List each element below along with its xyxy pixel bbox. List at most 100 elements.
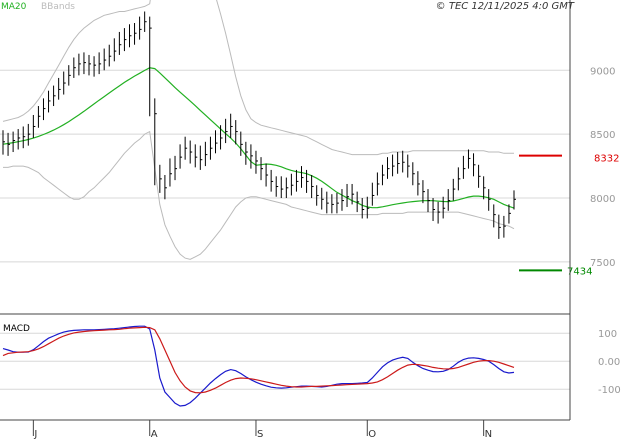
price-bar xyxy=(427,189,430,213)
price-bar xyxy=(230,113,233,138)
price-bar xyxy=(149,16,152,117)
price-bar xyxy=(341,189,344,211)
panel-frames xyxy=(0,0,571,421)
price-tick-label: 9000 xyxy=(590,66,615,77)
price-bar xyxy=(134,22,137,45)
price-bar xyxy=(154,98,157,186)
price-bar xyxy=(63,71,66,95)
resistance-label: 8332 xyxy=(594,154,619,165)
price-bar xyxy=(407,154,410,178)
price-bar xyxy=(432,198,436,222)
price-tick-label: 8000 xyxy=(590,194,615,205)
price-bar xyxy=(285,177,289,199)
price-bar xyxy=(164,175,167,200)
price-bar xyxy=(366,196,370,219)
price-bar xyxy=(371,182,375,206)
price-bar xyxy=(417,171,420,196)
price-bar xyxy=(103,48,107,71)
price-bar xyxy=(336,192,339,214)
macd-lines xyxy=(2,325,515,407)
price-bar xyxy=(306,169,309,193)
price-bar xyxy=(422,180,425,204)
price-bar xyxy=(503,215,506,238)
price-bar xyxy=(159,164,162,193)
price-bar xyxy=(194,144,198,168)
bollinger-bands xyxy=(2,0,515,260)
price-bar xyxy=(321,187,324,210)
legend: MA20 BBands xyxy=(1,2,75,12)
price-bar xyxy=(392,154,395,177)
price-bar xyxy=(513,190,516,210)
signal-line xyxy=(2,326,515,394)
price-bar xyxy=(78,53,81,76)
price-bar xyxy=(250,144,253,169)
macd-tick-label: 0.00 xyxy=(598,357,620,368)
price-tick-label: 7500 xyxy=(590,258,615,269)
price-bar xyxy=(235,120,238,145)
price-bar xyxy=(240,131,243,156)
price-bar xyxy=(42,98,46,121)
y-axis: 9000 8500 8000 7500 100 0.00 -100 xyxy=(590,66,621,396)
price-bar xyxy=(189,140,193,164)
price-bar xyxy=(462,155,466,179)
price-bar xyxy=(316,185,319,206)
price-bar xyxy=(214,130,218,154)
price-bar xyxy=(478,164,481,188)
x-tick-label: N xyxy=(485,429,492,440)
price-bar xyxy=(361,198,365,219)
price-bar xyxy=(68,65,71,86)
x-tick-label: S xyxy=(257,429,263,440)
price-bar xyxy=(128,24,132,48)
price-bar xyxy=(58,77,61,100)
price-bar xyxy=(53,85,56,107)
x-tick-label: O xyxy=(368,429,376,440)
price-bar xyxy=(184,136,188,160)
price-bar xyxy=(48,90,51,113)
price-bar xyxy=(331,194,334,214)
price-bar xyxy=(220,125,223,150)
bband-upper-line xyxy=(2,0,514,156)
copyright-text: © TEC 12/11/2025 4:0 GMT xyxy=(436,1,575,12)
price-bar xyxy=(508,204,511,224)
price-bar xyxy=(488,189,491,211)
price-bar xyxy=(204,141,208,167)
price-bar xyxy=(473,153,476,177)
price-bar xyxy=(139,16,142,40)
price-bar xyxy=(356,191,360,213)
price-bar xyxy=(118,31,122,55)
price-bar xyxy=(7,132,11,156)
macd-label: MACD xyxy=(3,324,30,334)
macd-tick-label: 100 xyxy=(598,329,617,340)
price-bar xyxy=(402,150,405,173)
price-bar xyxy=(37,106,41,128)
price-bar xyxy=(98,52,102,75)
reference-levels: 8332 7434 xyxy=(519,154,619,277)
price-bar xyxy=(301,166,304,188)
price-bar xyxy=(225,118,228,144)
price-bars xyxy=(2,11,516,239)
price-bar xyxy=(437,201,441,224)
price-bar xyxy=(245,141,248,165)
price-bar xyxy=(17,129,21,150)
price-bar xyxy=(483,176,486,200)
price-bar xyxy=(311,175,314,199)
price-bar xyxy=(290,173,294,196)
price-bar xyxy=(209,136,213,160)
price-bar xyxy=(260,157,264,181)
price-bar xyxy=(412,162,415,186)
price-bar xyxy=(108,44,112,67)
price-bar xyxy=(326,191,329,214)
price-bar xyxy=(381,164,385,186)
price-bar xyxy=(387,157,390,179)
price-bar xyxy=(255,150,258,174)
price-bar xyxy=(199,145,203,170)
price-bar xyxy=(93,56,97,77)
x-tick-label: J xyxy=(33,429,37,440)
price-bar xyxy=(113,38,117,62)
price-bar xyxy=(270,169,274,192)
price-bar xyxy=(169,158,172,187)
